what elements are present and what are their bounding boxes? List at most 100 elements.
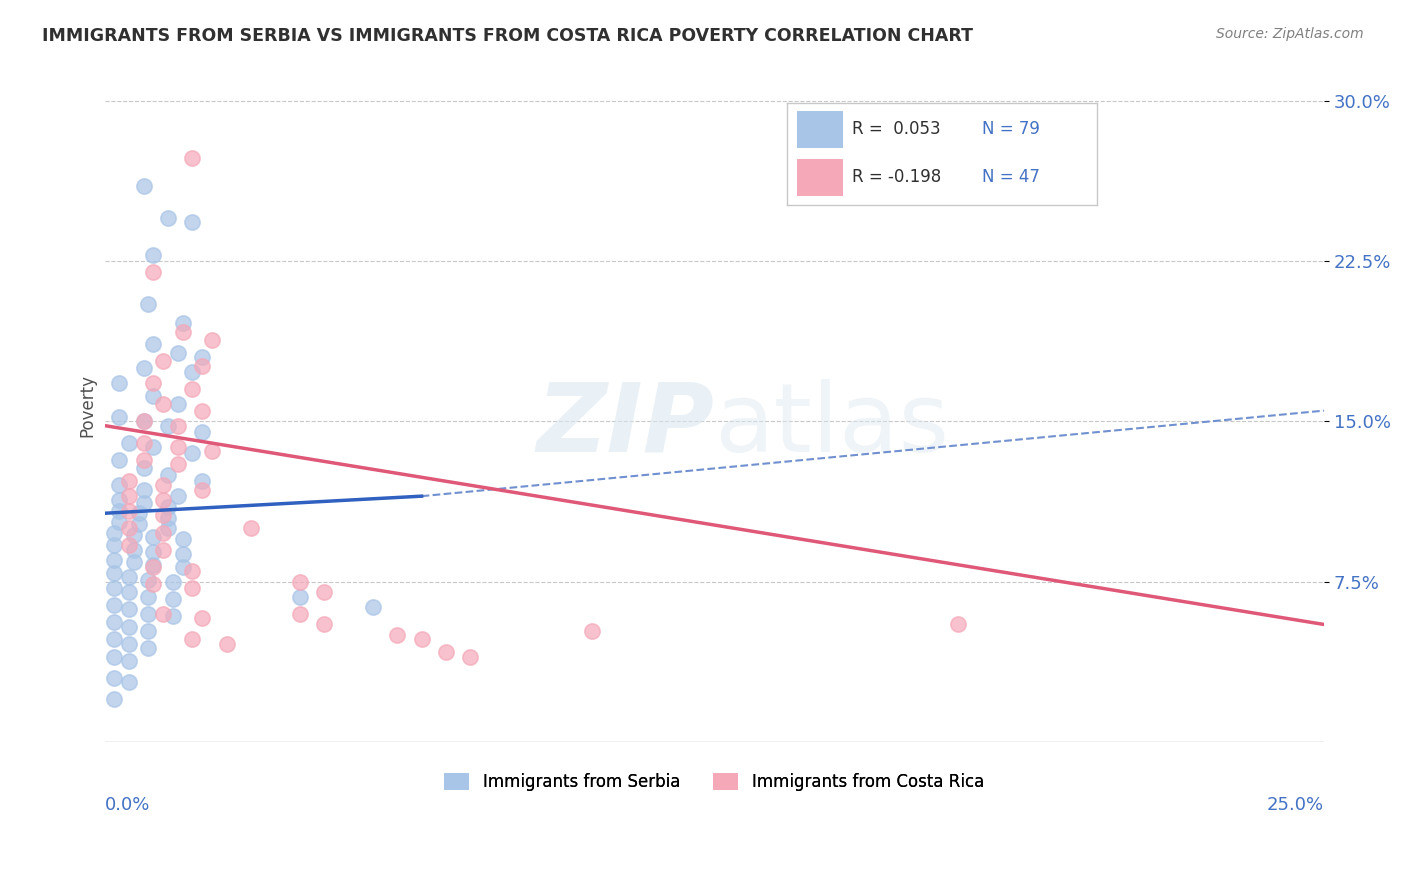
Text: R = -0.198: R = -0.198: [852, 169, 942, 186]
Point: [162, 608, 184, 623]
Point: [191, 403, 214, 417]
Point: [156, 211, 179, 226]
Point: [103, 538, 125, 552]
Point: [108, 478, 131, 492]
Point: [156, 510, 179, 524]
Point: [108, 493, 131, 508]
Legend: Immigrants from Serbia, Immigrants from Costa Rica: Immigrants from Serbia, Immigrants from …: [444, 772, 984, 791]
Point: [103, 671, 125, 685]
Text: R =  0.053: R = 0.053: [852, 120, 941, 138]
Point: [152, 478, 174, 492]
Text: N = 47: N = 47: [983, 169, 1040, 186]
Point: [387, 628, 409, 642]
Point: [152, 525, 174, 540]
Point: [152, 493, 174, 508]
Point: [181, 632, 204, 647]
Point: [118, 585, 141, 599]
Point: [142, 389, 165, 403]
Point: [108, 504, 131, 518]
Point: [172, 559, 194, 574]
Point: [411, 632, 433, 647]
Point: [166, 346, 188, 360]
Point: [142, 577, 165, 591]
Point: [142, 376, 165, 390]
Point: [288, 607, 311, 621]
Point: [118, 675, 141, 690]
Point: [103, 581, 125, 595]
Point: [128, 516, 150, 531]
Point: [946, 617, 969, 632]
Point: [152, 397, 174, 411]
Point: [142, 530, 165, 544]
Point: [166, 440, 188, 454]
Point: [181, 446, 204, 460]
Text: N = 79: N = 79: [983, 120, 1040, 138]
Point: [162, 574, 184, 589]
Point: [142, 545, 165, 559]
Point: [142, 440, 165, 454]
Point: [122, 542, 145, 557]
Point: [156, 418, 179, 433]
Point: [156, 500, 179, 514]
Point: [103, 649, 125, 664]
Point: [132, 414, 155, 428]
Point: [118, 654, 141, 668]
Point: [581, 624, 603, 638]
Point: [166, 397, 188, 411]
Point: [172, 532, 194, 546]
Point: [201, 444, 224, 458]
Point: [191, 474, 214, 488]
Point: [191, 350, 214, 364]
Point: [138, 640, 160, 655]
Point: [215, 637, 238, 651]
Point: [142, 247, 165, 261]
Point: [191, 611, 214, 625]
Text: ZIP: ZIP: [536, 379, 714, 472]
Point: [181, 382, 204, 396]
Point: [118, 637, 141, 651]
Point: [103, 692, 125, 706]
Point: [181, 215, 204, 229]
Point: [108, 452, 131, 467]
Point: [118, 489, 141, 503]
Point: [239, 521, 262, 535]
Point: [122, 556, 145, 570]
Point: [138, 296, 160, 310]
Point: [118, 521, 141, 535]
Point: [103, 553, 125, 567]
Point: [152, 508, 174, 523]
Point: [103, 632, 125, 647]
Point: [312, 585, 335, 599]
Point: [142, 558, 165, 572]
Point: [118, 474, 141, 488]
Point: [132, 435, 155, 450]
Point: [152, 542, 174, 557]
Text: 25.0%: 25.0%: [1267, 796, 1324, 814]
Point: [108, 376, 131, 390]
Point: [361, 600, 384, 615]
Point: [181, 365, 204, 379]
Point: [128, 506, 150, 520]
Point: [166, 457, 188, 471]
Point: [142, 265, 165, 279]
Point: [152, 354, 174, 368]
Text: IMMIGRANTS FROM SERBIA VS IMMIGRANTS FROM COSTA RICA POVERTY CORRELATION CHART: IMMIGRANTS FROM SERBIA VS IMMIGRANTS FRO…: [42, 27, 973, 45]
Point: [156, 467, 179, 482]
Text: 0.0%: 0.0%: [104, 796, 150, 814]
Point: [288, 590, 311, 604]
Text: Source: ZipAtlas.com: Source: ZipAtlas.com: [1216, 27, 1364, 41]
Point: [191, 483, 214, 497]
Point: [118, 435, 141, 450]
Point: [191, 425, 214, 439]
Point: [172, 547, 194, 561]
Point: [118, 570, 141, 584]
Point: [138, 590, 160, 604]
Point: [434, 645, 457, 659]
Point: [108, 410, 131, 425]
FancyBboxPatch shape: [797, 111, 844, 148]
FancyBboxPatch shape: [797, 159, 844, 196]
Point: [103, 566, 125, 581]
Point: [152, 607, 174, 621]
Point: [138, 624, 160, 638]
Text: atlas: atlas: [714, 379, 949, 472]
